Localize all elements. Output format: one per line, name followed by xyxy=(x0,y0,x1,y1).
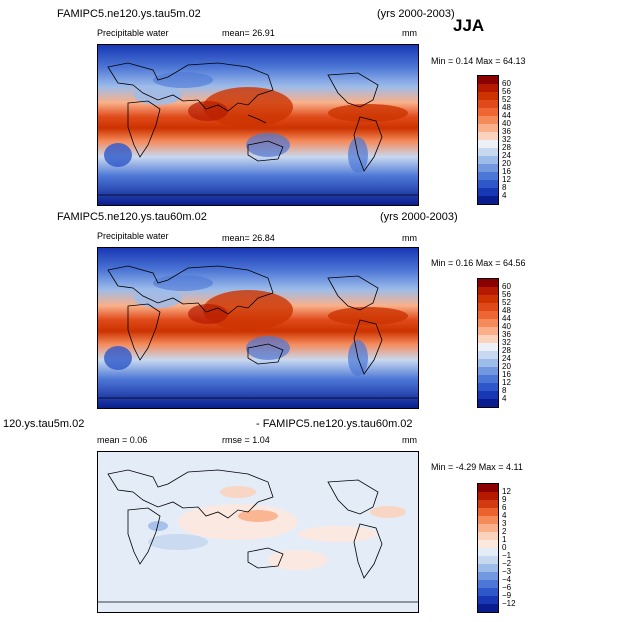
panel1-units: mm xyxy=(402,28,417,38)
colorbar-tick-label: −3 xyxy=(502,567,512,576)
colorbar-tick-label: 2 xyxy=(502,527,507,536)
colorbar-tick-label: 0 xyxy=(502,543,507,552)
colorbar-tick-label: 12 xyxy=(502,487,511,496)
colorbar-tick-label: 20 xyxy=(502,159,511,168)
colorbar-tick-label: 24 xyxy=(502,151,511,160)
colorbar-tick-label: −6 xyxy=(502,583,512,592)
panel2-precip-map xyxy=(97,247,419,409)
colorbar-tick-label: 28 xyxy=(502,143,511,152)
colorbar-tick-label: 1 xyxy=(502,535,507,544)
colorbar-tick-label: 56 xyxy=(502,290,511,299)
panel3-minmax: Min = -4.29 Max = 4.11 xyxy=(431,462,523,472)
colorbar-tick-label: 4 xyxy=(502,394,507,403)
colorbar-tick-label: 20 xyxy=(502,362,511,371)
panel3-difference-map xyxy=(97,451,419,613)
panel3-case-right: - FAMIPC5.ne120.ys.tau60m.02 xyxy=(256,418,413,430)
colorbar-tick-label: 32 xyxy=(502,338,511,347)
colorbar-tick-label: −2 xyxy=(502,559,512,568)
colorbar-tick-label: 32 xyxy=(502,135,511,144)
colorbar-tick-label: 52 xyxy=(502,298,511,307)
season-label: JJA xyxy=(453,16,485,35)
colorbar-tick-label: 52 xyxy=(502,95,511,104)
panel2-years: (yrs 2000-2003) xyxy=(380,211,458,223)
panel2-mean: mean= 26.84 xyxy=(222,233,275,243)
colorbar-tick-label: 48 xyxy=(502,306,511,315)
colorbar-tick-label: 24 xyxy=(502,354,511,363)
colorbar-tick-label: 12 xyxy=(502,378,511,387)
colorbar-tick-label: 16 xyxy=(502,370,511,379)
colorbar-tick-label: −9 xyxy=(502,591,512,600)
panel3-rmse: rmse = 1.04 xyxy=(222,435,270,445)
colorbar-tick-label: 60 xyxy=(502,282,511,291)
colorbar-tick-label: 12 xyxy=(502,175,511,184)
colorbar-tick-label: 44 xyxy=(502,314,511,323)
panel3-case-left: 120.ys.tau5m.02 xyxy=(3,418,85,430)
colorbar-tick-label: 36 xyxy=(502,330,511,339)
panel3-units: mm xyxy=(402,435,417,445)
panel2-variable: Precipitable water xyxy=(97,231,169,241)
colorbar-tick-label: 60 xyxy=(502,79,511,88)
colorbar-tick-label: 36 xyxy=(502,127,511,136)
panel2-colorbar xyxy=(477,278,499,408)
panel1-precip-map xyxy=(97,44,419,206)
panel2-minmax: Min = 0.16 Max = 64.56 xyxy=(431,258,526,268)
colorbar-tick-label: 28 xyxy=(502,346,511,355)
colorbar-tick-label: 56 xyxy=(502,87,511,96)
panel1-years: (yrs 2000-2003) xyxy=(377,8,455,20)
colorbar-tick-label: 4 xyxy=(502,191,507,200)
colorbar-tick-label: 4 xyxy=(502,511,507,520)
colorbar-tick-label: −12 xyxy=(502,599,516,608)
colorbar-tick-label: 3 xyxy=(502,519,507,528)
colorbar-tick-label: 8 xyxy=(502,183,507,192)
panel1-case-title: FAMIPC5.ne120.ys.tau5m.02 xyxy=(57,8,201,20)
colorbar-tick-label: −1 xyxy=(502,551,512,560)
panel2-units: mm xyxy=(402,233,417,243)
colorbar-tick-label: 8 xyxy=(502,386,507,395)
panel3-mean: mean = 0.06 xyxy=(97,435,148,445)
panel1-mean: mean= 26.91 xyxy=(222,28,275,38)
colorbar-tick-label: 48 xyxy=(502,103,511,112)
panel1-variable: Precipitable water xyxy=(97,28,169,38)
colorbar-tick-label: 40 xyxy=(502,119,511,128)
panel3-colorbar xyxy=(477,483,499,613)
panel2-case-title: FAMIPC5.ne120.ys.tau60m.02 xyxy=(57,211,207,223)
colorbar-tick-label: 44 xyxy=(502,111,511,120)
panel1-colorbar xyxy=(477,75,499,205)
colorbar-tick-label: −4 xyxy=(502,575,512,584)
colorbar-tick-label: 9 xyxy=(502,495,507,504)
colorbar-tick-label: 40 xyxy=(502,322,511,331)
colorbar-tick-label: 16 xyxy=(502,167,511,176)
colorbar-tick-label: 6 xyxy=(502,503,507,512)
panel1-minmax: Min = 0.14 Max = 64.13 xyxy=(431,56,526,66)
